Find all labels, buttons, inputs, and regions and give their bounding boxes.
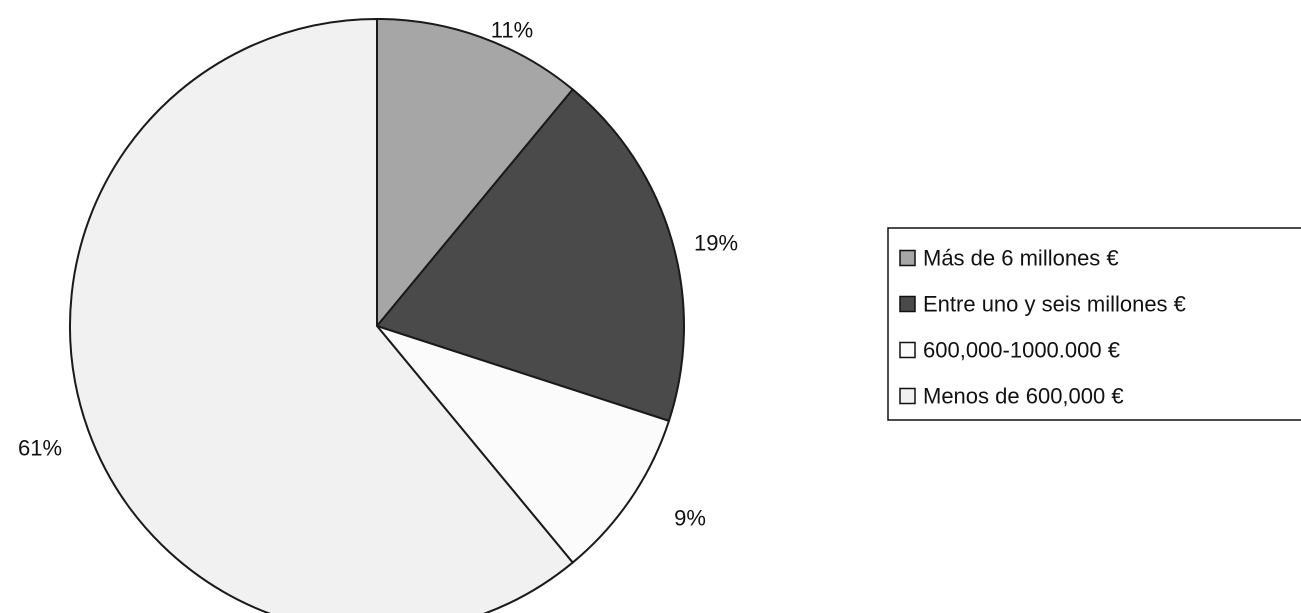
pie-data-labels: 11% 19% 9% 61% bbox=[18, 18, 738, 531]
pie-slice-3 bbox=[376, 325, 670, 564]
legend-swatch-4 bbox=[899, 387, 916, 405]
data-label-1: 11% bbox=[491, 18, 533, 43]
legend-label-3: 600,000-1000.000 € bbox=[923, 338, 1120, 363]
legend-swatch-2 bbox=[899, 295, 916, 313]
data-label-3: 9% bbox=[674, 506, 706, 531]
pie-slice-2 bbox=[376, 88, 685, 422]
legend: Más de 6 millones € Entre uno y seis mill… bbox=[887, 227, 1301, 421]
pie-slices bbox=[69, 18, 685, 613]
data-label-2: 19% bbox=[694, 231, 738, 256]
pie-slice-1 bbox=[376, 18, 574, 327]
pie-slice-4 bbox=[69, 18, 574, 613]
legend-swatch-3 bbox=[899, 341, 916, 359]
legend-label-4: Menos de 600,000 € bbox=[923, 384, 1124, 409]
legend-swatch-1 bbox=[899, 249, 916, 267]
data-label-4: 61% bbox=[18, 436, 62, 461]
legend-box bbox=[887, 227, 1301, 421]
legend-label-2: Entre uno y seis millones € bbox=[923, 292, 1186, 317]
legend-label-1: Más de 6 millones € bbox=[923, 246, 1119, 271]
